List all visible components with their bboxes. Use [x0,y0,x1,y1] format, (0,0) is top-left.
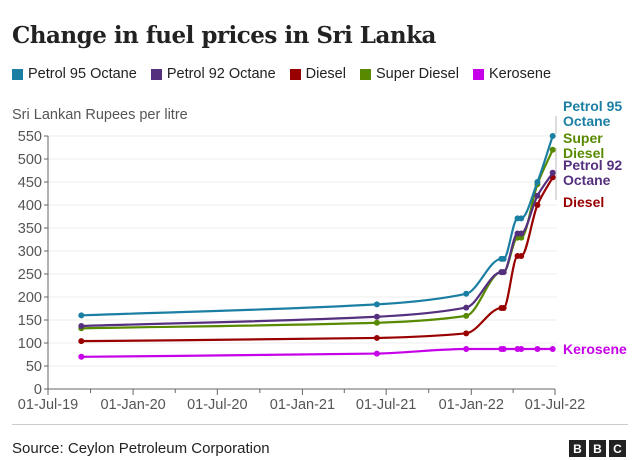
data-point [78,338,85,345]
legend-item: Petrol 92 Octane [150,66,276,82]
data-point [78,312,85,319]
legend-item: Petrol 95 Octane [12,66,137,82]
data-point [518,215,525,222]
y-tick-label: 350 [18,221,42,237]
series-line-kerosene [81,347,553,358]
data-point [463,330,470,337]
data-point [373,313,380,320]
y-tick-label: 150 [18,313,42,329]
y-tick-label: 300 [18,244,42,260]
y-tick-label: 250 [18,267,42,283]
legend: Petrol 95 Octane Petrol 92 Octane Diesel… [12,66,551,82]
y-tick-label: 400 [18,198,42,214]
end-label: Octane [563,172,611,188]
data-point [463,312,470,319]
end-label: Super [563,130,603,146]
end-label: Diesel [563,145,604,161]
source-note: Source: Ceylon Petroleum Corporation [12,440,270,457]
data-point [78,322,85,329]
y-tick-label: 550 [18,129,42,145]
series-line-petrol-92-octane [81,172,554,328]
legend-label: Super Diesel [375,66,459,82]
data-point [518,345,525,352]
data-point [373,301,380,308]
legend-item: Kerosene [472,66,552,82]
legend-swatch [150,68,162,80]
legend-swatch [289,68,301,80]
data-point [518,253,525,260]
end-label: Petrol 95 [563,98,622,114]
legend-item: Diesel [289,66,346,82]
x-tick-label: 01-Jul-19 [18,397,78,413]
x-tick-label: 01-Jul-21 [356,397,416,413]
data-point [534,179,541,185]
data-point [534,192,541,199]
data-point [463,290,470,297]
data-point [373,319,380,326]
x-tick-label: 01-Jul-20 [187,397,247,413]
data-point [549,345,556,352]
y-tick-label: 50 [26,359,42,375]
y-tick-label: 200 [18,290,42,306]
x-tick-label: 01-Jan-21 [270,397,335,413]
legend-label: Diesel [305,66,346,82]
data-point [373,334,380,341]
data-point [463,304,470,311]
legend-label: Petrol 95 Octane [28,66,137,82]
y-tick-label: 450 [18,175,42,191]
data-point [463,345,470,352]
end-label: Octane [563,113,611,129]
data-point [549,169,556,176]
legend-swatch [472,68,484,80]
legend-item: Super Diesel [359,66,459,82]
series-line-petrol-95-octane [81,135,554,317]
legend-swatch [359,68,371,80]
y-tick-label: 0 [34,382,42,398]
data-point [534,202,541,208]
end-label: Kerosene [563,341,627,357]
x-tick-label: 01-Jan-22 [439,397,504,413]
legend-swatch [12,68,23,80]
data-point [518,234,525,241]
data-point [78,353,85,360]
data-point [534,345,541,352]
series-line-super-diesel [81,149,554,330]
chart-title: Change in fuel prices in Sri Lanka [12,22,436,49]
y-tick-label: 500 [18,152,42,168]
series-line-diesel [81,176,554,343]
data-point [500,269,507,276]
data-point [373,350,380,357]
y-axis-label: Sri Lankan Rupees per litre [12,107,188,123]
divider [12,424,628,425]
x-tick-label: 01-Jul-22 [525,397,585,413]
legend-label: Kerosene [488,66,552,82]
end-label: Diesel [563,194,604,210]
data-point [500,305,507,312]
data-point [549,133,556,139]
legend-label: Petrol 92 Octane [166,66,276,82]
data-point [549,146,556,153]
end-label: Petrol 92 [563,157,622,173]
data-point [500,255,507,262]
data-point [500,345,507,352]
data-point [518,230,525,237]
x-tick-label: 01-Jan-20 [100,397,165,413]
y-tick-label: 100 [18,336,42,352]
